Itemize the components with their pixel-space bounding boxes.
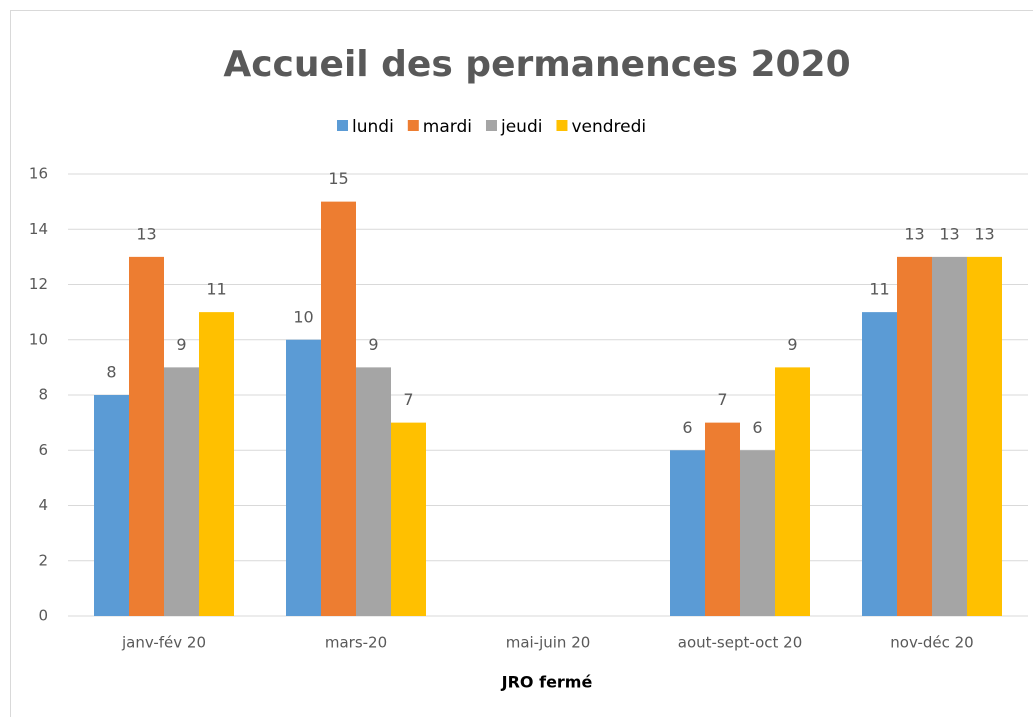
- y-tick-label: 14: [29, 220, 48, 238]
- y-tick-label: 2: [38, 551, 48, 569]
- bar: [164, 367, 199, 616]
- data-label: 6: [752, 418, 762, 437]
- data-label: 9: [787, 335, 797, 354]
- bar: [775, 367, 810, 616]
- data-label: 13: [904, 224, 924, 243]
- data-label: 9: [176, 335, 186, 354]
- legend-swatch: [556, 120, 568, 131]
- data-label: 11: [869, 280, 889, 299]
- data-label: 15: [328, 169, 348, 188]
- legend-label: vendredi: [571, 117, 646, 137]
- bar: [199, 312, 234, 616]
- bar: [321, 201, 356, 616]
- bar: [391, 422, 426, 616]
- y-tick-label: 4: [38, 496, 48, 514]
- x-tick-label: mai-juin 20: [506, 634, 591, 652]
- y-tick-label: 10: [29, 330, 48, 348]
- bar: [356, 367, 391, 616]
- bar: [967, 256, 1002, 616]
- data-label: 8: [106, 363, 116, 382]
- bar: [129, 256, 164, 616]
- chart-title: Accueil des permanences 2020: [223, 44, 850, 85]
- bar: [94, 395, 129, 616]
- data-label: 13: [136, 224, 156, 243]
- data-label: 13: [939, 224, 959, 243]
- legend-swatch: [485, 120, 497, 131]
- x-tick-label: aout-sept-oct 20: [678, 634, 802, 652]
- bar: [286, 339, 321, 616]
- bar: [705, 422, 740, 616]
- bar: [862, 312, 897, 616]
- data-label: 13: [974, 224, 994, 243]
- bar: [670, 450, 705, 616]
- data-label: 7: [403, 390, 413, 409]
- y-tick-label: 12: [29, 275, 48, 293]
- data-label: 6: [682, 418, 692, 437]
- x-axis-label: JRO fermé: [501, 673, 593, 692]
- bar: [740, 450, 775, 616]
- bar: [932, 256, 967, 616]
- y-tick-label: 8: [38, 386, 48, 404]
- legend-label: mardi: [423, 117, 472, 137]
- data-label: 10: [293, 307, 313, 326]
- legend-label: jeudi: [500, 117, 542, 137]
- x-tick-label: nov-déc 20: [890, 634, 973, 652]
- legend-label: lundi: [352, 117, 394, 137]
- data-label: 7: [717, 390, 727, 409]
- bar: [897, 256, 932, 616]
- y-tick-label: 6: [38, 441, 48, 459]
- legend-swatch: [407, 120, 419, 131]
- x-tick-label: mars-20: [325, 634, 387, 652]
- data-label: 9: [368, 335, 378, 354]
- y-tick-label: 16: [29, 165, 48, 183]
- data-label: 11: [206, 280, 226, 299]
- x-tick-label: janv-fév 20: [121, 634, 206, 652]
- legend-swatch: [337, 120, 348, 131]
- y-tick-label: 0: [38, 607, 48, 625]
